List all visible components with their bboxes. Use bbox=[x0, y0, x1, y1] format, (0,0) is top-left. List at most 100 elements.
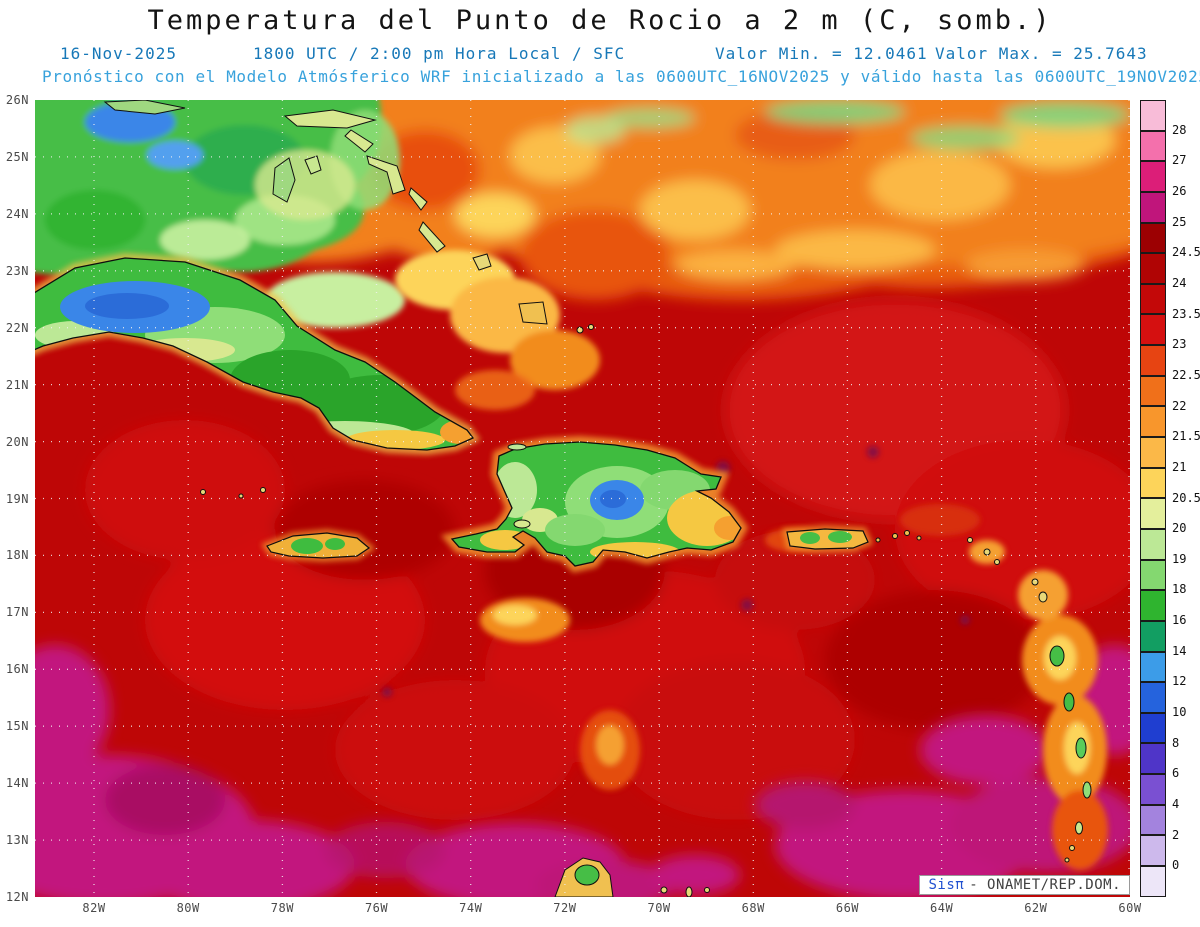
legend-tick-label: 23.5 bbox=[1172, 306, 1200, 321]
legend-tick-label: 18 bbox=[1172, 582, 1187, 597]
legend-swatch bbox=[1140, 345, 1166, 376]
legend-swatch bbox=[1140, 743, 1166, 775]
watermark-brand: Sisπ bbox=[928, 877, 965, 893]
run-date: 16-Nov-2025 bbox=[60, 44, 177, 63]
legend-swatch bbox=[1140, 375, 1166, 407]
lon-tick-label: 60W bbox=[1118, 901, 1142, 915]
grid-lines bbox=[35, 100, 1130, 897]
valid-time: 1800 UTC / 2:00 pm Hora Local / SFC bbox=[253, 44, 626, 63]
lon-tick-label: 72W bbox=[553, 901, 577, 915]
lat-tick-label: 17N bbox=[5, 605, 29, 620]
legend-swatch bbox=[1140, 191, 1166, 223]
dewpoint-field-svg bbox=[35, 100, 1130, 897]
lat-tick-label: 14N bbox=[5, 776, 29, 791]
legend-tick-label: 4 bbox=[1172, 797, 1180, 812]
legend-swatch bbox=[1140, 590, 1166, 621]
jamaica-island bbox=[267, 533, 369, 558]
legend-tick-label: 16 bbox=[1172, 613, 1187, 628]
bahamas-gold-region bbox=[395, 250, 600, 410]
lon-tick-label: 78W bbox=[270, 901, 294, 915]
lat-tick-label: 26N bbox=[5, 93, 29, 107]
lesser-antilles-islands bbox=[875, 530, 1092, 893]
legend-tick-label: 10 bbox=[1172, 705, 1187, 720]
legend-swatch-column bbox=[1140, 100, 1166, 897]
legend-swatch bbox=[1140, 406, 1166, 438]
legend-tick-label: 20.5 bbox=[1172, 490, 1200, 505]
lon-tick-label: 64W bbox=[930, 901, 954, 915]
legend-tick-label: 21.5 bbox=[1172, 429, 1200, 444]
lat-tick-label: 23N bbox=[5, 263, 29, 278]
lat-tick-label: 25N bbox=[5, 149, 29, 164]
longitude-axis: 82W 80W 78W 76W 74W 72W 70W 68W 66W 64W 62W 60W bbox=[35, 901, 1141, 921]
legend-swatch bbox=[1140, 161, 1166, 192]
lat-tick-label: 18N bbox=[5, 548, 29, 563]
legend-swatch bbox=[1140, 437, 1166, 468]
legend-tick-label: 26 bbox=[1172, 183, 1187, 198]
watermark-text: - ONAMET/REP.DOM. bbox=[969, 877, 1121, 893]
lon-tick-label: 80W bbox=[176, 901, 200, 915]
lon-tick-label: 76W bbox=[364, 901, 389, 915]
legend-swatch bbox=[1140, 835, 1166, 867]
lat-tick-label: 22N bbox=[5, 320, 29, 335]
legend-tick-label: 22 bbox=[1172, 398, 1187, 413]
legend-tick-label: 28 bbox=[1172, 122, 1187, 137]
legend-swatch bbox=[1140, 866, 1166, 897]
forecast-line: Pronóstico con el Modelo Atmósferico WRF… bbox=[42, 67, 1200, 86]
legend-swatch bbox=[1140, 774, 1166, 805]
lat-tick-label: 15N bbox=[5, 719, 29, 734]
lat-tick-label: 20N bbox=[5, 434, 29, 449]
lon-tick-label: 62W bbox=[1024, 901, 1048, 915]
legend-tick-label: 23 bbox=[1172, 337, 1187, 352]
legend-tick-label: 22.5 bbox=[1172, 367, 1200, 382]
legend-swatch bbox=[1140, 804, 1166, 836]
legend-swatch bbox=[1140, 253, 1166, 284]
puerto-rico-island bbox=[787, 529, 868, 549]
legend-swatch bbox=[1140, 712, 1166, 744]
map-canvas: Sisπ - ONAMET/REP.DOM. bbox=[35, 100, 1130, 897]
legend-tick-label: 24.5 bbox=[1172, 245, 1200, 260]
hispaniola-island bbox=[452, 442, 747, 566]
sea-orange-accents bbox=[480, 504, 1108, 870]
legend-swatch bbox=[1140, 528, 1166, 560]
legend-tick-label: 19 bbox=[1172, 551, 1187, 566]
lon-tick-label: 66W bbox=[835, 901, 860, 915]
legend-swatch bbox=[1140, 283, 1166, 315]
lat-tick-label: 16N bbox=[5, 662, 29, 677]
legend-tick-label: 12 bbox=[1172, 674, 1187, 689]
legend-tick-label: 21 bbox=[1172, 459, 1187, 474]
legend-swatch bbox=[1140, 620, 1166, 652]
lon-tick-label: 74W bbox=[459, 901, 483, 915]
legend-swatch bbox=[1140, 498, 1166, 529]
legend-swatch bbox=[1140, 467, 1166, 499]
legend-tick-label: 14 bbox=[1172, 643, 1187, 658]
lat-tick-label: 13N bbox=[5, 833, 29, 848]
lat-tick-label: 21N bbox=[5, 377, 29, 392]
legend-tick-label: 6 bbox=[1172, 766, 1180, 781]
guajira-and-abc-islands bbox=[554, 857, 710, 897]
latitude-axis: 26N 25N 24N 23N 22N 21N 20N 19N 18N 17N 16N 15N 14N 1… bbox=[0, 93, 33, 904]
legend-swatch bbox=[1140, 682, 1166, 713]
lat-tick-label: 19N bbox=[5, 491, 29, 506]
legend-tick-label: 25 bbox=[1172, 214, 1187, 229]
lon-tick-label: 82W bbox=[82, 901, 106, 915]
value-max: Valor Max. = 25.7643 bbox=[935, 44, 1148, 63]
legend-tick-label: 8 bbox=[1172, 735, 1180, 750]
legend-swatch bbox=[1140, 314, 1166, 346]
legend-tick-label: 24 bbox=[1172, 275, 1187, 290]
legend-swatch bbox=[1140, 559, 1166, 591]
watermark: Sisπ - ONAMET/REP.DOM. bbox=[919, 875, 1130, 895]
bahamas-islands bbox=[103, 100, 594, 499]
legend-swatch bbox=[1140, 130, 1166, 162]
legend-swatch bbox=[1140, 100, 1166, 131]
value-min: Valor Min. = 12.0461 bbox=[715, 44, 928, 63]
legend-tick-label: 2 bbox=[1172, 827, 1180, 842]
page-title: Temperatura del Punto de Rocio a 2 m (C,… bbox=[147, 5, 1053, 36]
legend-tick-label: 27 bbox=[1172, 153, 1187, 168]
lon-tick-label: 70W bbox=[647, 901, 671, 915]
legend-tick-label: 20 bbox=[1172, 521, 1187, 536]
lat-tick-label: 12N bbox=[5, 890, 29, 905]
color-legend: 28 27 26 25 24.5 24 23.5 23 22.5 22 21.5 21 20.5 20 19… bbox=[1140, 100, 1200, 897]
legend-swatch bbox=[1140, 651, 1166, 683]
lon-tick-label: 68W bbox=[741, 901, 765, 915]
